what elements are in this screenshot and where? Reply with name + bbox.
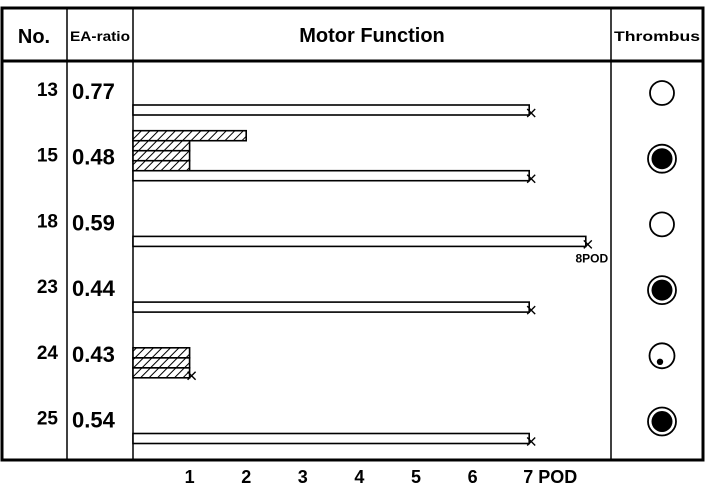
- cross-stroke: [187, 371, 197, 381]
- thrombus-open-circle: [648, 342, 676, 370]
- end-label: 8POD: [575, 251, 608, 265]
- end-cross-mark: [187, 371, 197, 381]
- motor-bar: [132, 301, 531, 313]
- x-tick-label: 2: [241, 467, 251, 487]
- x-axis: 1 2 3 4 5 6 7 POD: [185, 467, 578, 487]
- end-cross-mark: [526, 174, 536, 184]
- row-23: 23 0.44: [37, 275, 677, 315]
- cross-stroke: [526, 305, 536, 315]
- x-tick-label: 7 POD: [523, 467, 577, 487]
- motor-bar: [132, 104, 531, 116]
- end-cross-mark: [583, 239, 593, 249]
- header-ea-ratio: EA-ratio: [70, 28, 130, 44]
- hatched-bar: [132, 366, 191, 379]
- x-tick-label: 1: [185, 467, 195, 487]
- ea-ratio-value: 0.43: [72, 342, 115, 367]
- thrombus-filled-circle: [651, 411, 673, 432]
- ea-ratio-value: 0.59: [72, 210, 115, 235]
- motor-bar: [132, 432, 531, 445]
- ea-ratio-value: 0.77: [72, 79, 115, 104]
- row-15: 15 0.48: [37, 129, 677, 184]
- patient-number: 13: [37, 80, 58, 101]
- cross-stroke: [526, 437, 536, 446]
- hatched-bar: [132, 356, 191, 369]
- row-18: 18 0.59 8POD: [37, 210, 675, 265]
- hatched-bar: [132, 159, 191, 172]
- x-tick-label: 4: [354, 467, 364, 487]
- thrombus-filled-circle: [651, 148, 673, 170]
- patient-number: 18: [37, 211, 58, 232]
- patient-number: 15: [37, 146, 59, 167]
- patient-number: 23: [37, 277, 58, 298]
- thrombus-open-circle: [649, 80, 675, 106]
- patient-number: 24: [37, 343, 59, 364]
- x-tick-label: 3: [298, 467, 308, 487]
- x-tick-label: 5: [411, 467, 421, 487]
- cross-stroke: [526, 108, 536, 118]
- ea-ratio-value: 0.54: [72, 408, 116, 433]
- end-cross-mark: [526, 108, 536, 118]
- thrombus-filled-circle: [651, 279, 673, 301]
- cross-stroke: [583, 239, 593, 249]
- header-thrombus: Thrombus: [614, 28, 700, 44]
- ea-ratio-value: 0.48: [72, 145, 115, 170]
- motor-bar: [132, 169, 531, 182]
- patient-number: 25: [37, 409, 59, 430]
- end-cross-mark: [526, 305, 536, 315]
- ea-ratio-value: 0.44: [72, 276, 116, 301]
- row-13: 13 0.77: [37, 79, 675, 118]
- row-25: 25 0.54: [37, 406, 677, 446]
- thrombus-open-circle: [649, 211, 675, 238]
- hatched-bar: [132, 129, 247, 142]
- hatched-bar: [132, 139, 191, 152]
- header-motor-function: Motor Function: [299, 25, 445, 47]
- header-no: No.: [18, 26, 50, 48]
- thrombus-small-dot: [656, 358, 664, 365]
- cross-stroke: [526, 174, 536, 184]
- row-24: 24 0.43: [37, 342, 676, 381]
- hatched-bar: [132, 346, 191, 359]
- hatched-bar: [132, 149, 191, 162]
- motor-bar: [132, 235, 587, 248]
- x-tick-label: 6: [468, 467, 478, 487]
- end-cross-mark: [526, 437, 536, 446]
- table-frame: [0, 6, 705, 462]
